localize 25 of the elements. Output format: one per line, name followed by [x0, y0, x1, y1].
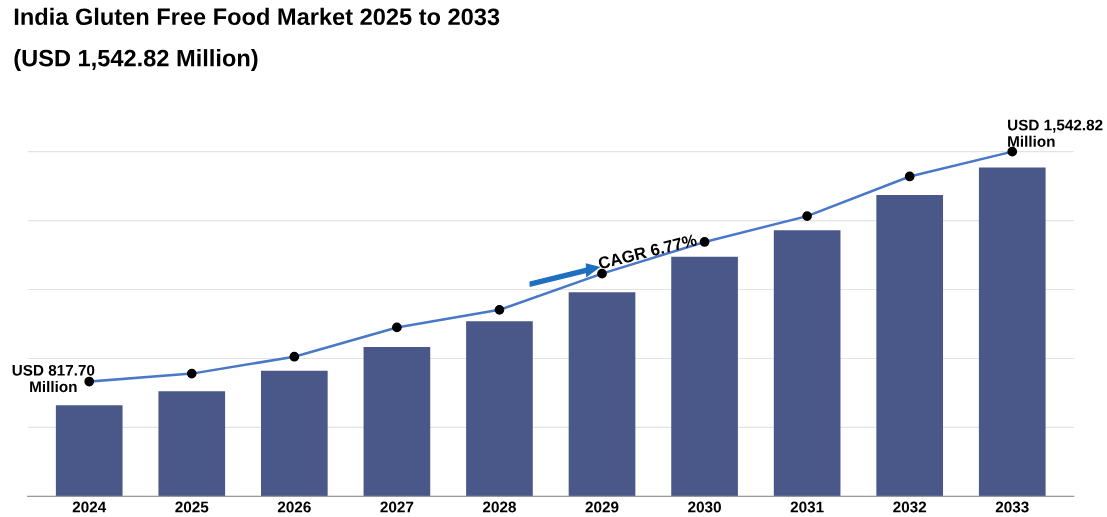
bar: [261, 370, 328, 497]
chart-title: India Gluten Free Food Market 2025 to 2033: [14, 7, 500, 26]
x-tick-label: 2024: [72, 501, 107, 513]
x-tick-label: 2029: [585, 501, 619, 513]
x-tick-label: 2033: [995, 501, 1029, 513]
bar: [978, 167, 1046, 497]
x-tick-label: 2031: [790, 501, 824, 513]
x-tick-label: 2025: [175, 501, 209, 513]
x-tick-label: 2027: [380, 501, 414, 513]
x-tick-label: 2028: [482, 501, 516, 513]
x-tick-label: 2030: [688, 501, 721, 513]
annotation: USD 817.70 Million: [12, 364, 95, 393]
annotation: USD 1,542.82 Million: [1008, 119, 1103, 147]
annotation: CAGR 6.77%: [597, 233, 698, 270]
bar: [363, 347, 431, 497]
bar: [158, 391, 226, 497]
x-tick-label: 2032: [893, 501, 927, 513]
chart-subtitle: (USD 1,542.82 Million): [14, 49, 258, 72]
bar: [671, 256, 738, 497]
bar: [876, 195, 944, 497]
bar: [773, 230, 841, 497]
bar: [466, 321, 533, 497]
bar: [55, 405, 123, 497]
bar: [568, 292, 636, 497]
x-tick-label: 2026: [277, 501, 311, 513]
